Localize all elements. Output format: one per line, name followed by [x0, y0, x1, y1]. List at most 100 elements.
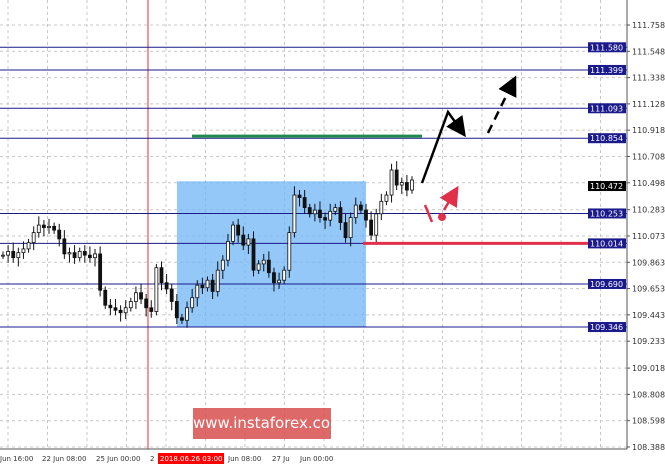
- candle-body: [21, 248, 26, 254]
- candle-body: [93, 253, 97, 259]
- candle-body: [159, 267, 164, 284]
- level-price-label: 110.014: [590, 239, 623, 248]
- candle-body: [77, 251, 82, 259]
- level-price-label: 110.854: [590, 134, 623, 143]
- candle-body: [26, 242, 31, 250]
- y-tick-label: 110.498: [632, 179, 665, 188]
- level-price-tag: [588, 103, 626, 114]
- candle-body: [374, 213, 379, 236]
- candle-body: [1, 254, 5, 257]
- candle-body: [174, 301, 179, 319]
- candle-body: [292, 194, 297, 234]
- candle-body: [118, 309, 123, 314]
- candle-body: [195, 284, 200, 299]
- candle-body: [113, 307, 118, 311]
- candle-body: [323, 217, 327, 221]
- candle-body: [200, 284, 205, 289]
- y-tick-label: 109.018: [632, 364, 665, 373]
- alt-arrow-up: [439, 185, 459, 211]
- forecast-arrow-up-down: [420, 109, 466, 184]
- candle-body: [246, 238, 251, 246]
- price-axis-bg: [628, 0, 665, 468]
- y-tick-label: 108.598: [632, 417, 665, 426]
- candle-body: [328, 210, 333, 221]
- candle-body: [128, 301, 133, 309]
- level-price-tag: [588, 238, 626, 249]
- candle-body: [169, 288, 174, 302]
- time-cursor-label: 2018.06.26 03:00: [160, 455, 222, 463]
- level-price-tag: [588, 208, 626, 219]
- level-price-label: 111.399: [590, 66, 623, 75]
- candle-body: [241, 234, 246, 246]
- candle-body: [82, 251, 87, 256]
- current-price-label: 110.472: [590, 182, 623, 191]
- candle-body: [226, 240, 230, 261]
- candle-body: [272, 272, 276, 284]
- candle-body: [348, 217, 353, 239]
- candle-body: [282, 269, 287, 281]
- candle-body: [384, 194, 389, 202]
- y-tick-label: 111.548: [632, 47, 665, 56]
- candle-body: [261, 259, 266, 265]
- candle-body: [333, 207, 338, 212]
- candle-body: [358, 204, 363, 211]
- alt-arrow-down: [423, 204, 434, 223]
- candle-body: [16, 252, 21, 259]
- support-zone: [177, 181, 366, 328]
- candle-body: [134, 292, 138, 302]
- candle-body: [364, 209, 368, 221]
- candle-body: [103, 289, 108, 306]
- candle-body: [67, 252, 72, 255]
- x-tick-label: Jun 16:00: [0, 455, 33, 463]
- candle-body: [277, 279, 281, 284]
- candle-body: [210, 279, 215, 292]
- candle-body: [205, 279, 210, 289]
- y-tick-label: 109.653: [632, 285, 665, 294]
- candle-body: [52, 225, 57, 231]
- candle-body: [62, 238, 67, 255]
- forecast-arrow-dashed: [486, 75, 517, 134]
- candle-body: [72, 252, 77, 259]
- x-tick-label: 25 Jun 00:00: [96, 455, 140, 463]
- y-tick-label: 109.233: [632, 337, 665, 346]
- y-tick-label: 111.758: [632, 21, 665, 30]
- current-price-tag: [588, 181, 626, 192]
- candle-body: [353, 204, 358, 218]
- x-tick-label: Jun 00:00: [299, 455, 333, 463]
- y-tick-label: 109.443: [632, 311, 665, 320]
- candle-body: [154, 267, 159, 312]
- candle-body: [31, 232, 36, 244]
- candle-body: [302, 197, 307, 208]
- candle-body: [338, 207, 343, 224]
- candle-body: [47, 225, 51, 229]
- candle-body: [180, 317, 184, 321]
- y-tick-label: 111.338: [632, 74, 665, 83]
- candle-body: [256, 263, 261, 271]
- level-price-label: 110.253: [590, 209, 623, 218]
- level-price-tag: [588, 64, 626, 75]
- candle-body: [379, 200, 384, 215]
- candle-body: [231, 224, 235, 242]
- candle-body: [318, 209, 322, 218]
- level-price-label: 111.580: [590, 43, 623, 52]
- candle-body: [190, 297, 195, 309]
- candle-body: [220, 259, 225, 271]
- x-tick-label: 2: [150, 455, 154, 463]
- level-price-tag: [588, 322, 626, 333]
- candle-body: [185, 307, 189, 321]
- candle-body: [139, 292, 143, 300]
- candle-body: [297, 194, 302, 198]
- y-tick-label: 111.128: [632, 100, 665, 109]
- watermark: www.instaforex.com: [193, 408, 345, 439]
- candle-body: [36, 224, 41, 234]
- y-tick-label: 110.918: [632, 126, 665, 135]
- level-price-label: 109.690: [590, 280, 623, 289]
- level-price-label: 111.093: [590, 104, 623, 113]
- candle-body: [394, 169, 399, 186]
- candle-body: [287, 232, 292, 271]
- level-price-label: 109.346: [590, 323, 623, 332]
- candle-body: [88, 254, 92, 259]
- y-tick-label: 110.283: [632, 206, 665, 215]
